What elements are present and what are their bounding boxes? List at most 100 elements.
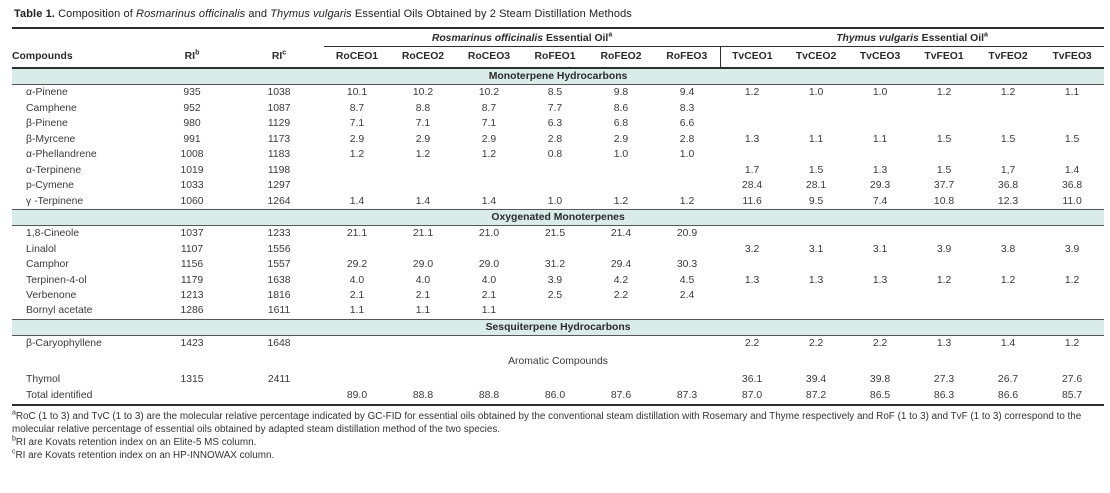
value-cell: 2.8 bbox=[679, 133, 695, 145]
value-cell bbox=[522, 162, 588, 177]
value-cell: 1.2 bbox=[744, 87, 760, 99]
column-header-ric: RIc bbox=[234, 46, 324, 69]
value-cell: 27.3 bbox=[933, 374, 955, 386]
value-cell: 1173 bbox=[267, 133, 291, 145]
value-cell bbox=[324, 335, 390, 351]
value-cell: 8.3 bbox=[679, 102, 695, 114]
column-header-tvceo1: TvCEO1 bbox=[719, 46, 785, 69]
value-cell bbox=[976, 225, 1040, 241]
section-header-row: Monoterpene Hydrocarbons bbox=[12, 67, 1105, 85]
value-cell bbox=[720, 116, 784, 131]
value-cell: 4.0 bbox=[349, 274, 365, 286]
value-cell bbox=[522, 303, 588, 319]
value-cell: 8.7 bbox=[349, 102, 365, 114]
value-cell bbox=[784, 147, 848, 162]
value-cell: 1.0 bbox=[808, 87, 824, 99]
column-header-rofeo1: RoFEO1 bbox=[522, 46, 588, 69]
group-header-row: Rosmarinus officinalis Essential Oila Th… bbox=[12, 28, 1105, 47]
value-cell: 89.0 bbox=[346, 389, 368, 401]
value-cell: 1557 bbox=[267, 259, 291, 271]
value-cell bbox=[976, 100, 1040, 115]
value-cell: 87.0 bbox=[741, 389, 763, 401]
value-cell: 1.2 bbox=[1000, 274, 1016, 286]
value-cell: 1.1 bbox=[1064, 87, 1080, 99]
footnote-b: bRI are Kovats retention index on an Eli… bbox=[12, 435, 257, 448]
value-cell: 1033 bbox=[180, 180, 204, 192]
value-cell: 4.0 bbox=[415, 274, 431, 286]
value-cell bbox=[1040, 257, 1104, 272]
value-cell: 8.6 bbox=[613, 102, 629, 114]
column-header-tvfeo1: TvFEO1 bbox=[912, 46, 977, 69]
compound-name: Camphene bbox=[26, 102, 77, 114]
value-cell: 31.2 bbox=[544, 259, 566, 271]
value-cell: 39.4 bbox=[805, 374, 827, 386]
value-cell: 1.5 bbox=[936, 133, 952, 145]
value-cell: 7.1 bbox=[481, 118, 497, 130]
column-header-rib: RIb bbox=[150, 46, 234, 69]
value-cell bbox=[720, 303, 784, 319]
value-cell: 86.5 bbox=[869, 389, 891, 401]
value-cell: 27.6 bbox=[1061, 374, 1083, 386]
value-cell bbox=[1040, 100, 1104, 115]
value-cell: 1.2 bbox=[1000, 87, 1016, 99]
compound-name: β-Caryophyllene bbox=[26, 337, 102, 349]
value-cell: 11.0 bbox=[1062, 195, 1082, 207]
value-cell: 29.0 bbox=[478, 259, 500, 271]
value-cell bbox=[848, 116, 912, 131]
composition-table: Rosmarinus officinalis Essential Oila Th… bbox=[12, 27, 1105, 406]
value-cell: 11.6 bbox=[742, 195, 762, 207]
value-cell: 10.2 bbox=[412, 87, 434, 99]
value-cell: 2.5 bbox=[547, 290, 563, 301]
column-header-rofeo2: RoFEO2 bbox=[588, 46, 654, 69]
table-row: β-Myrcene 991 1173 2.9 2.9 2.9 2.8 2.9 2.8 1.3 1.1… bbox=[12, 131, 1104, 146]
compound-name: β-Myrcene bbox=[26, 133, 76, 145]
value-cell: 9.4 bbox=[679, 87, 695, 99]
table-row: α-Phellandrene 1008 1183 1.2 1.2 1.2 0.8 1.0 1.0 bbox=[12, 147, 1104, 162]
value-cell: 1233 bbox=[267, 228, 291, 240]
value-cell: 87.3 bbox=[676, 389, 698, 401]
value-cell: 7.1 bbox=[349, 118, 365, 130]
group-header-rosmarinus: Rosmarinus officinalis Essential Oila bbox=[324, 28, 721, 47]
value-cell: 1.1 bbox=[808, 133, 824, 145]
compound-name: γ -Terpinene bbox=[26, 195, 84, 207]
value-cell bbox=[456, 178, 522, 193]
value-cell: 1.1 bbox=[349, 305, 365, 317]
value-cell: 1.3 bbox=[872, 164, 888, 176]
value-cell bbox=[912, 116, 976, 131]
value-cell: 2411 bbox=[267, 374, 291, 386]
value-cell: 1019 bbox=[180, 164, 204, 176]
value-cell bbox=[912, 257, 976, 272]
value-cell bbox=[390, 335, 456, 351]
value-cell: 1.2 bbox=[613, 195, 629, 207]
value-cell: 29.0 bbox=[412, 259, 434, 271]
value-cell bbox=[390, 372, 456, 387]
value-cell bbox=[720, 147, 784, 162]
value-cell: 1060 bbox=[180, 195, 204, 207]
value-cell: 85.7 bbox=[1061, 389, 1083, 401]
value-cell: 39.8 bbox=[869, 374, 891, 386]
value-cell: 2.8 bbox=[547, 133, 563, 145]
table-row: Linalol 1107 1556 3.2 3.1 3.1 3.9 3.8 3.9 bbox=[12, 241, 1104, 256]
table-title: Table 1. Composition of Rosmarinus offic… bbox=[14, 8, 632, 20]
value-cell: 12.3 bbox=[997, 195, 1019, 207]
value-cell bbox=[522, 372, 588, 387]
compound-name: p-Cymene bbox=[26, 180, 74, 192]
column-header-tvfeo2: TvFEO2 bbox=[976, 46, 1041, 69]
value-cell bbox=[150, 388, 234, 405]
value-cell: 1213 bbox=[180, 290, 204, 301]
value-cell: 1264 bbox=[267, 195, 291, 207]
value-cell: 87.6 bbox=[610, 389, 632, 401]
value-cell bbox=[234, 388, 324, 405]
value-cell: 1.5 bbox=[1000, 133, 1016, 145]
table-row: Bornyl acetate 1286 1611 1.1 1.1 1.1 bbox=[12, 303, 1104, 319]
value-cell: 1156 bbox=[180, 259, 204, 271]
value-cell: 1.0 bbox=[613, 149, 629, 161]
column-header-compounds: Compounds bbox=[12, 46, 150, 69]
value-cell: 9.8 bbox=[613, 87, 629, 99]
table-row: β-Caryophyllene 1423 1648 2.2 2.2 2.2 1.3 1.4 1.… bbox=[12, 335, 1104, 351]
value-cell: 1183 bbox=[267, 149, 291, 161]
value-cell: 1.0 bbox=[679, 149, 695, 161]
value-cell bbox=[1040, 225, 1104, 241]
value-cell: 2.9 bbox=[415, 133, 431, 145]
table-row: γ -Terpinene 1060 1264 1.4 1.4 1.4 1.0 1.2 1.2 11… bbox=[12, 193, 1104, 209]
